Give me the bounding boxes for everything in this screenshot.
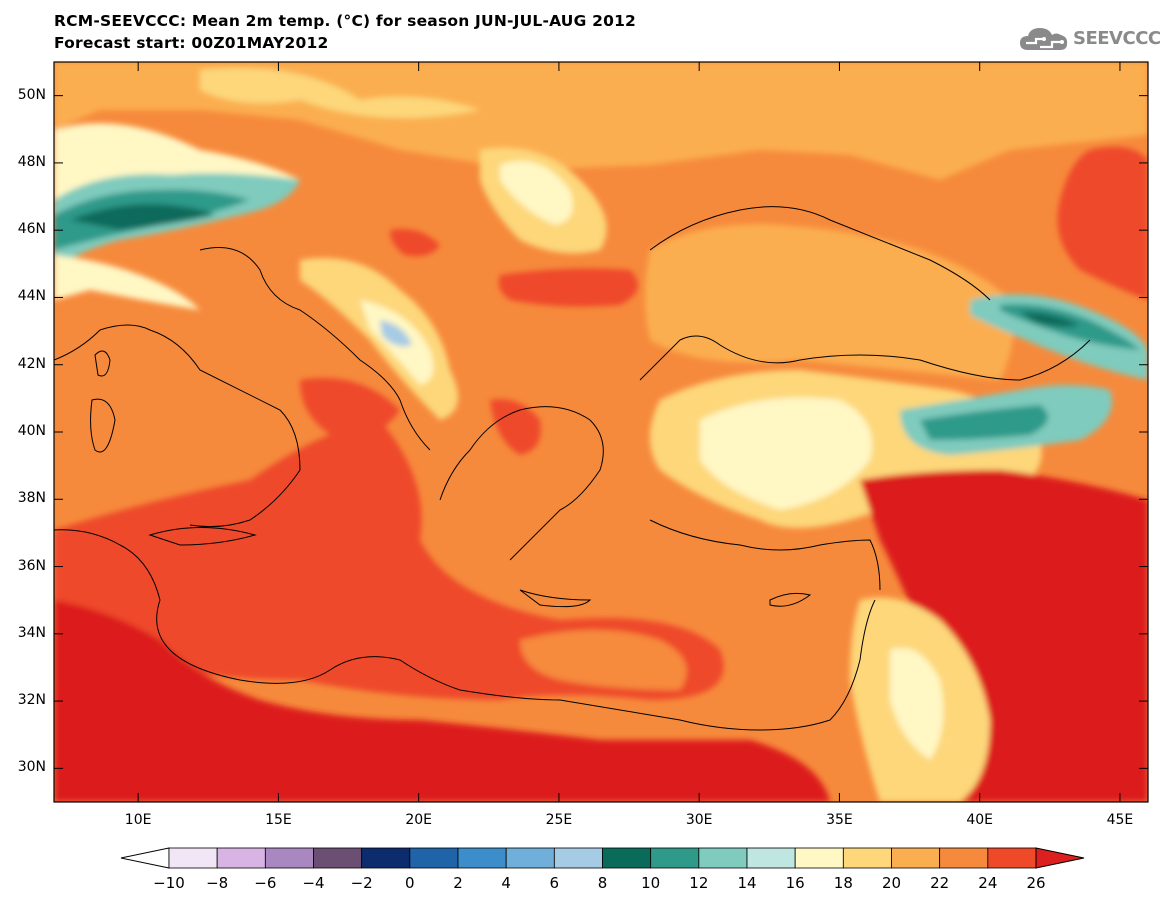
colorbar-swatch: [553, 847, 603, 869]
colorbar-label: 16: [785, 874, 805, 892]
colorbar-label: 2: [453, 874, 463, 892]
lat-label: 34N: [17, 624, 46, 641]
colorbar-swatch: [168, 847, 218, 869]
colorbar-label: −8: [206, 874, 229, 892]
colorbar-swatch: [602, 847, 652, 869]
colorbar-label: 0: [405, 874, 415, 892]
colorbar-swatch: [794, 847, 844, 869]
colorbar-label: 14: [737, 874, 757, 892]
lat-label: 40N: [17, 423, 46, 439]
lat-label: 44N: [17, 288, 46, 305]
colorbar-label: −4: [302, 874, 325, 892]
colorbar-label: 20: [881, 874, 902, 892]
lat-label: 50N: [17, 86, 46, 103]
colorbar-label: 18: [833, 874, 853, 892]
cloud-icon: [1020, 28, 1068, 50]
colorbar-swatch: [216, 847, 266, 869]
colorbar-label: 10: [641, 874, 661, 892]
colorbar-label: 24: [978, 874, 998, 892]
colorbar-swatch: [987, 847, 1037, 869]
colorbar-label: 4: [501, 874, 511, 892]
lat-label: 38N: [17, 490, 46, 507]
colorbar-swatch: [842, 847, 892, 869]
colorbar-swatch: [891, 847, 941, 869]
colorbar-swatch: [409, 847, 459, 869]
lat-label: 48N: [17, 153, 46, 170]
colorbar-swatch: [746, 847, 796, 869]
lon-label: 30E: [685, 812, 713, 828]
colorbar-label: −6: [254, 874, 277, 892]
axis-ticks: [54, 62, 1148, 802]
colorbar: [120, 847, 1085, 869]
colorbar-swatch: [264, 847, 314, 869]
coastlines: [54, 206, 1091, 731]
lon-label: 15E: [265, 812, 292, 828]
lat-label: 46N: [17, 221, 46, 238]
colorbar-label: 22: [930, 874, 950, 892]
lat-label: 32N: [17, 692, 46, 709]
colorbar-swatch: [939, 847, 989, 869]
map-title: RCM-SEEVCCC: Mean 2m temp. (°C) for seas…: [54, 12, 637, 30]
colorbar-label: 26: [1026, 874, 1046, 892]
logo-text: SEEVCCC: [1073, 28, 1161, 49]
colorbar-swatch: [457, 847, 507, 869]
colorbar-swatch: [650, 847, 700, 869]
colorbar-swatch: [361, 847, 411, 869]
seevccc-logo: SEEVCCC: [1018, 24, 1161, 54]
colorbar-swatch: [698, 847, 748, 869]
lat-label: 30N: [17, 759, 46, 776]
colorbar-label: 8: [597, 874, 608, 892]
lon-label: 20E: [405, 812, 432, 828]
colorbar-label: 12: [689, 874, 709, 892]
lat-label: 36N: [17, 557, 46, 574]
lat-label: 42N: [17, 355, 46, 372]
colorbar-label: 6: [549, 874, 560, 892]
forecast-start: Forecast start: 00Z01MAY2012: [54, 34, 329, 52]
colorbar-swatch: [313, 847, 363, 869]
colorbar-low-extension: [120, 847, 170, 869]
colorbar-label: −2: [350, 874, 373, 892]
lon-label: 35E: [826, 812, 853, 828]
colorbar-high-extension: [1035, 847, 1085, 869]
lon-label: 45E: [1106, 812, 1134, 828]
lon-label: 10E: [124, 812, 152, 828]
lon-label: 40E: [966, 812, 994, 828]
colorbar-swatch: [505, 847, 555, 869]
temperature-field: [54, 62, 1148, 802]
colorbar-label: −10: [153, 874, 185, 892]
lon-label: 25E: [545, 812, 573, 828]
